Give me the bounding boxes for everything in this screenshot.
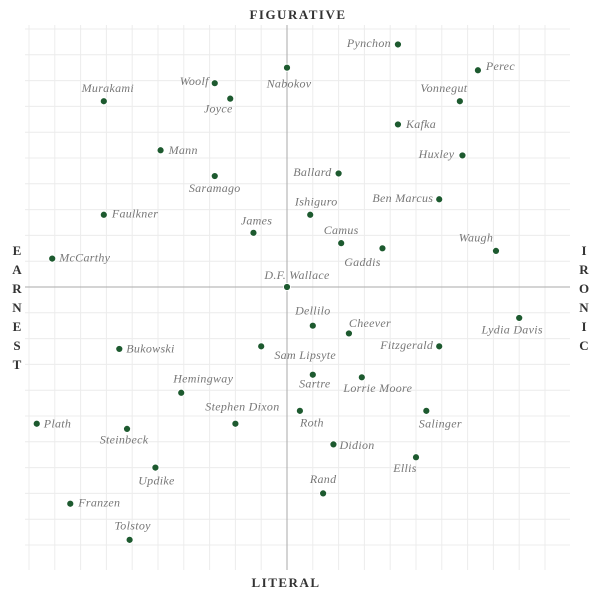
point-label: Sam Lipsyte [274, 348, 336, 362]
point [422, 406, 431, 415]
bottom-label: LITERAL [251, 575, 320, 590]
point-label: Sartre [299, 376, 331, 390]
point [66, 499, 75, 508]
point-label: Camus [324, 223, 359, 237]
point [393, 120, 403, 129]
point [115, 344, 124, 354]
point-label: Huxley [418, 147, 455, 161]
point [458, 151, 467, 160]
point [435, 195, 444, 204]
point-label: Bukowski [126, 342, 174, 356]
point [32, 419, 41, 428]
point-label: Ishiguro [294, 195, 338, 209]
point [177, 388, 186, 397]
point [48, 254, 57, 263]
point [306, 210, 315, 219]
point [295, 406, 304, 415]
point-label: Perec [485, 59, 515, 73]
point-label: Salinger [419, 417, 462, 431]
point-label: James [241, 214, 273, 228]
point [515, 313, 524, 323]
point-label: Ben Marcus [372, 191, 433, 205]
point-label: Pynchon [346, 36, 391, 50]
point-label: Stephen Dixon [205, 399, 279, 413]
point-label: Kafka [405, 117, 436, 131]
point [231, 419, 240, 428]
point-label: Ellis [392, 461, 417, 475]
point [378, 244, 387, 253]
right-label: IRONIC [577, 243, 592, 357]
point [210, 171, 219, 181]
point [249, 228, 258, 237]
point [282, 282, 292, 292]
point [329, 440, 338, 449]
point-label: Lydia Davis [481, 323, 543, 337]
point-label: Saramago [189, 181, 241, 195]
point-label: D.F. Wallace [263, 268, 330, 282]
point-label: Joyce [204, 101, 233, 115]
point-label: Tolstoy [114, 519, 151, 533]
point [308, 321, 317, 330]
point-label: Franzen [77, 495, 120, 509]
point-label: Fitzgerald [379, 338, 434, 352]
point [411, 453, 421, 462]
point [334, 169, 343, 178]
point-label: Murakami [81, 81, 134, 95]
point-label: Gaddis [344, 255, 380, 269]
point [357, 373, 366, 382]
point-label: Woolf [180, 74, 210, 88]
point [455, 97, 464, 106]
point-label: Nabokov [266, 76, 312, 90]
point [99, 97, 108, 106]
point [282, 63, 292, 72]
point [210, 79, 219, 88]
point-label: Steinbeck [100, 433, 149, 447]
point [151, 463, 160, 472]
point-label: McCarthy [58, 250, 110, 264]
point [344, 329, 354, 338]
point-label: Lorrie Moore [342, 381, 412, 395]
point-label: Updike [138, 473, 175, 487]
point [122, 424, 132, 433]
point-label: Didion [338, 438, 374, 452]
point-label: Dellilo [294, 303, 330, 317]
point-label: Rand [309, 472, 337, 486]
point [319, 489, 328, 498]
point-label: Waugh [459, 231, 493, 245]
point [156, 146, 165, 155]
point [473, 66, 483, 75]
point [491, 246, 501, 255]
point [308, 370, 317, 379]
point [257, 342, 266, 351]
point-label: Plath [43, 416, 72, 430]
top-label: FIGURATIVE [249, 7, 346, 22]
left-label: EARNEST [10, 243, 25, 376]
point [99, 210, 108, 219]
point [435, 342, 444, 351]
point [125, 535, 134, 544]
point [337, 239, 346, 248]
point-label: Hemingway [172, 372, 233, 386]
point-label: Cheever [349, 316, 391, 330]
point [226, 94, 235, 103]
point-label: Vonnegut [420, 81, 467, 95]
point-label: Faulkner [111, 207, 158, 221]
point-label: Roth [299, 416, 324, 430]
point [393, 40, 403, 49]
point-label: Ballard [293, 165, 332, 179]
point-label: Mann [168, 143, 198, 157]
